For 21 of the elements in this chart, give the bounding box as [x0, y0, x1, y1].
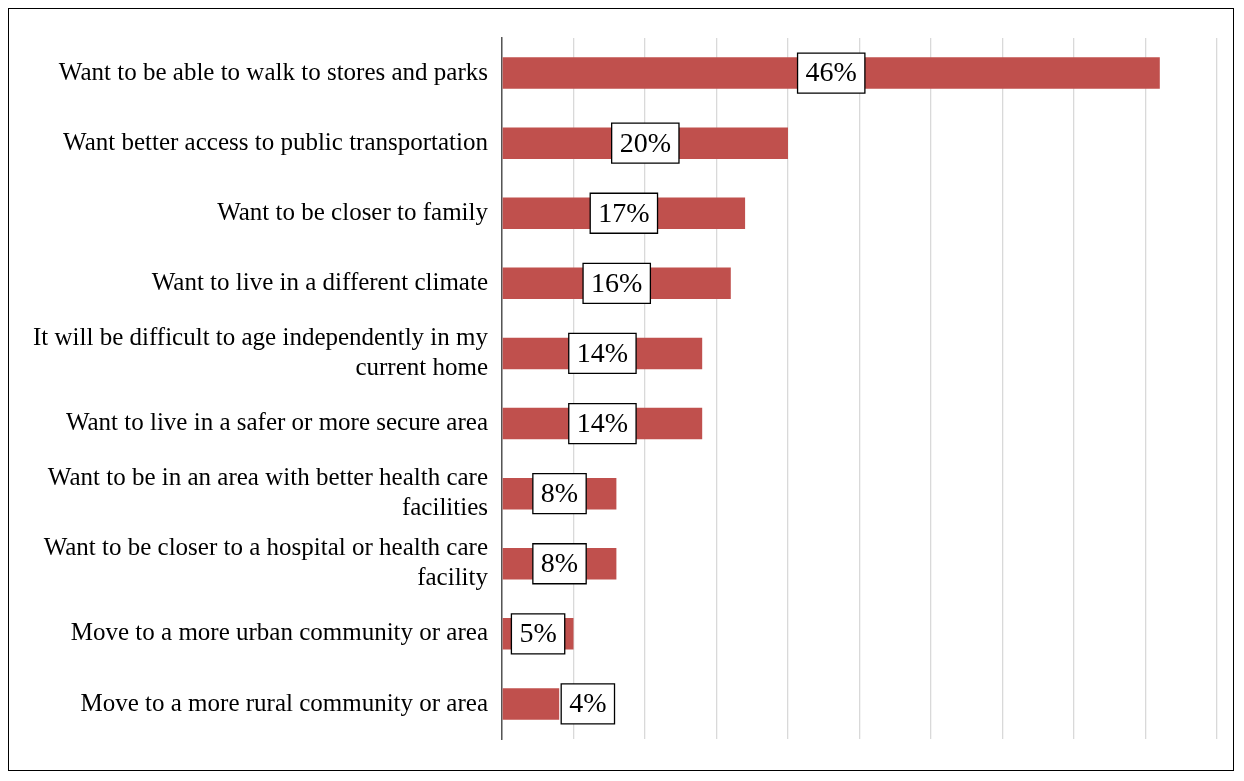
y-tick-label: Want to be closer to family — [217, 197, 489, 225]
data-label: 5% — [519, 617, 557, 649]
data-label: 16% — [591, 266, 643, 298]
y-tick-label: Want better access to public transportation — [63, 127, 489, 155]
y-tick-label: Move to a more rural community or area — [80, 688, 488, 716]
data-label: 4% — [569, 687, 607, 719]
data-label: 8% — [540, 477, 579, 509]
y-tick-label: Want to live in a different climate — [151, 267, 488, 295]
y-tick-label: Want to be able to walk to stores and parks — [58, 57, 488, 85]
y-tick-label: Move to a more urban community or area — [70, 618, 488, 646]
y-tick-label: Want to be closer to a hospital or health care facility — [43, 533, 489, 591]
data-label: 14% — [576, 406, 629, 438]
data-label: 14% — [576, 336, 629, 368]
data-label: 20% — [619, 126, 671, 158]
data-label: 17% — [598, 196, 650, 228]
bar — [502, 688, 560, 720]
data-label: 46% — [805, 56, 857, 88]
y-tick-label: It will be difficult to age independently in my current home — [32, 323, 489, 381]
data-label: 8% — [540, 547, 579, 579]
y-tick-label: Want to be in an area with better health care facilities — [47, 463, 488, 521]
y-tick-label: Want to live in a safer or more secure area — [65, 408, 488, 436]
